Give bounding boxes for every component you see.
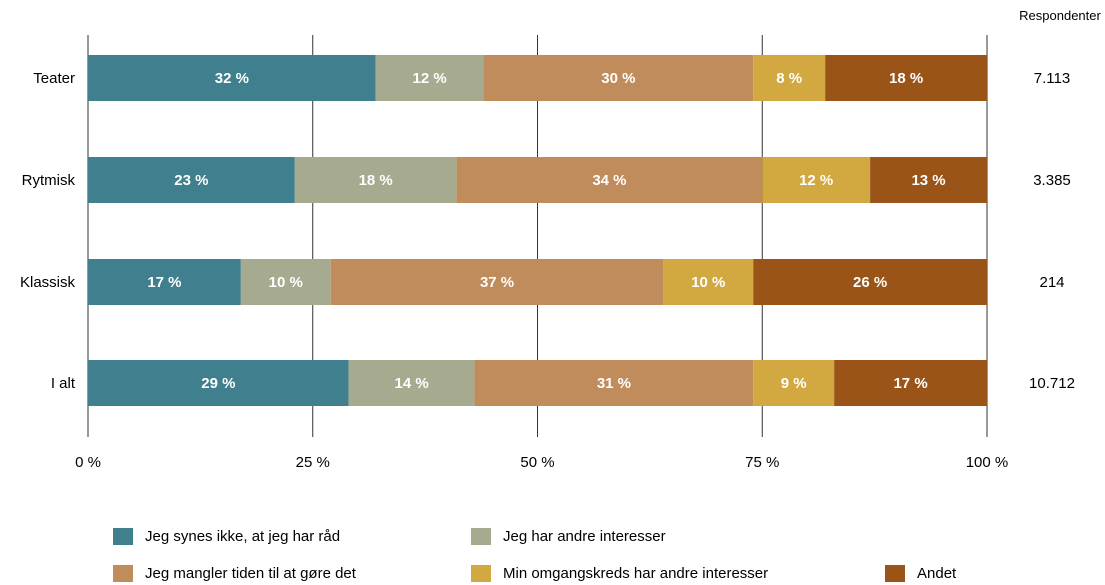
legend-label: Jeg har andre interesser	[503, 527, 666, 545]
legend-label: Andet	[917, 564, 957, 582]
bar-value-label: 10 %	[691, 274, 725, 291]
x-axis-ticks: 0 % 25 % 50 % 75 % 100 %	[75, 454, 1008, 471]
bar-value-label: 10 %	[269, 274, 303, 291]
bar-segment	[240, 259, 331, 305]
legend-item-no-time: Jeg mangler tiden til at gøre det	[113, 563, 356, 583]
bar-segment	[348, 360, 475, 406]
legend-item-other: Andet	[885, 563, 956, 583]
legend-swatch	[113, 564, 133, 582]
bar-value-label: 30 %	[601, 70, 635, 87]
bar-value-label: 12 %	[413, 70, 447, 87]
bar-value-label: 37 %	[480, 274, 514, 291]
bar-value-label: 18 %	[889, 70, 923, 87]
bar-segment	[834, 360, 987, 406]
legend-swatch	[885, 564, 905, 582]
legend-item-other-interests: Jeg har andre interesser	[471, 526, 666, 546]
category-label: Klassisk	[20, 274, 76, 291]
respondents-column: Respondenter 7.113 3.385 214 10.712	[1019, 8, 1101, 392]
bar-value-label: 31 %	[597, 375, 631, 392]
category-label: Teater	[33, 70, 75, 87]
respondents-header: Respondenter	[1019, 8, 1101, 23]
bar-segment	[88, 360, 349, 406]
respondents-value: 7.113	[1034, 70, 1070, 87]
bar-segment	[825, 55, 987, 101]
bar-segment	[762, 157, 871, 203]
x-tick-label: 0 %	[75, 454, 101, 471]
respondents-value: 10.712	[1029, 375, 1075, 392]
legend-label: Min omgangskreds har andre interesser	[503, 564, 769, 582]
legend-label: Jeg mangler tiden til at gøre det	[145, 564, 356, 582]
bar-value-label: 14 %	[395, 375, 429, 392]
bar-segment	[88, 157, 295, 203]
bar-segment	[753, 360, 835, 406]
bar-value-label: 32 %	[215, 70, 249, 87]
bar-value-label: 17 %	[893, 375, 927, 392]
respondents-value: 3.385	[1033, 172, 1071, 189]
bar-segment	[753, 55, 826, 101]
legend-swatch	[471, 527, 491, 545]
bar-segment	[88, 55, 376, 101]
x-tick-label: 100 %	[966, 454, 1009, 471]
legend-item-social-circle: Min omgangskreds har andre interesser	[471, 563, 768, 583]
category-labels: Teater Rytmisk Klassisk I alt	[20, 70, 76, 392]
bar-value-label: 23 %	[174, 172, 208, 189]
respondents-value: 214	[1039, 274, 1064, 291]
bar-segment	[483, 55, 754, 101]
bar-segment	[330, 259, 664, 305]
bar-segment	[663, 259, 754, 305]
category-label: I alt	[51, 375, 76, 392]
bar-segment	[456, 157, 763, 203]
legend-swatch	[113, 527, 133, 545]
bar-value-label: 26 %	[853, 274, 887, 291]
legend-label: Jeg synes ikke, at jeg har råd	[145, 527, 341, 545]
bar-value-label: 12 %	[799, 172, 833, 189]
bar-value-label: 34 %	[592, 172, 626, 189]
bar-segment	[870, 157, 987, 203]
category-label: Rytmisk	[22, 172, 76, 189]
x-tick-label: 25 %	[296, 454, 330, 471]
bar-segment	[294, 157, 457, 203]
bar-segment	[474, 360, 754, 406]
x-tick-label: 75 %	[745, 454, 779, 471]
bar-value-label: 8 %	[776, 70, 802, 87]
bars: 32 % 12 % 30 % 8 % 18 % 23 % 18 % 34 % 12 % 13 % 1…	[88, 55, 987, 406]
bar-segment	[375, 55, 484, 101]
bar-value-label: 29 %	[201, 375, 235, 392]
bar-segment	[88, 259, 241, 305]
x-tick-label: 50 %	[520, 454, 554, 471]
legend-swatch	[471, 564, 491, 582]
bar-value-label: 17 %	[147, 274, 181, 291]
legend-item-afford: Jeg synes ikke, at jeg har råd	[113, 526, 340, 546]
bar-value-label: 18 %	[359, 172, 393, 189]
bar-segment	[753, 259, 987, 305]
bar-value-label: 13 %	[911, 172, 945, 189]
bar-value-label: 9 %	[781, 375, 807, 392]
